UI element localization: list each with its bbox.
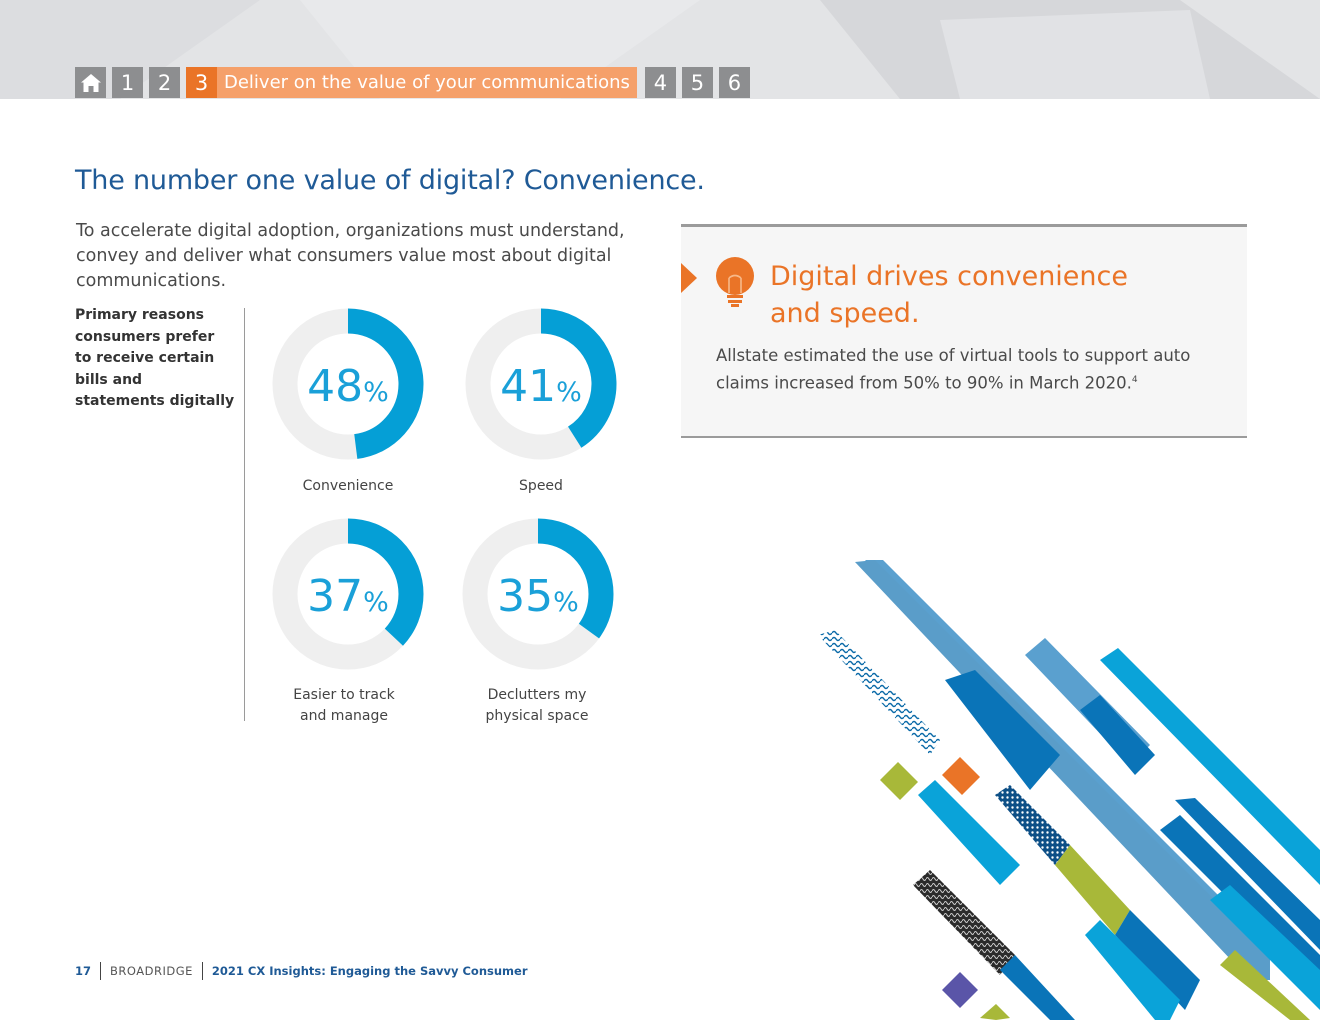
callout-body: Allstate estimated the use of virtual to… (716, 343, 1216, 396)
home-icon (80, 73, 101, 92)
donut-value-easier-to-track-and-manage: 37% (307, 571, 389, 622)
donut-label-declutters-my-physical-space: Declutters my physical space (485, 687, 589, 724)
chart-caption: Primary reasons consumers prefer to rece… (75, 307, 235, 409)
callout-box: Digital drives convenience and speed. Al… (681, 224, 1247, 438)
page-footer: 17 BROADRIDGE 2021 CX Insights: Engaging… (75, 962, 528, 980)
nav-section-2[interactable]: 2 (149, 67, 180, 98)
donut-label-speed: Speed (519, 478, 563, 494)
home-button[interactable] (75, 67, 106, 98)
donut-track-declutters-my-physical-space (462, 518, 614, 670)
callout-title: Digital drives convenience and speed. (770, 258, 1210, 332)
donut-label-convenience: Convenience (302, 478, 394, 494)
nav-section-1[interactable]: 1 (112, 67, 143, 98)
footnote-marker: 4 (1131, 375, 1138, 385)
nav-section-5[interactable]: 5 (681, 67, 713, 98)
callout-title-line-2: and speed. (770, 298, 920, 329)
donut-arc-declutters-my-physical-space (462, 518, 614, 670)
footer-document-title: 2021 CX Insights: Engaging the Savvy Con… (211, 964, 528, 978)
section-nav: 1 2 3 Deliver on the value of your commu… (75, 67, 756, 98)
donut-track-convenience (272, 308, 424, 460)
chart-divider (244, 308, 245, 721)
lightbulb-icon (716, 257, 754, 307)
donut-arc-speed (465, 308, 617, 460)
donut-value-convenience: 48% (307, 361, 389, 412)
donut-arc-convenience (272, 308, 424, 460)
donut-value-declutters-my-physical-space: 35% (497, 571, 579, 622)
nav-section-6[interactable]: 6 (718, 67, 750, 98)
footer-divider (100, 962, 102, 980)
nav-section-3-label[interactable]: Deliver on the value of your communicati… (217, 67, 637, 98)
nav-section-4[interactable]: 4 (644, 67, 676, 98)
page-number: 17 (75, 964, 92, 978)
donut-track-speed (465, 308, 617, 460)
donut-arc-easier-to-track-and-manage (272, 518, 424, 670)
callout-title-line-1: Digital drives convenience (770, 261, 1128, 292)
donut-value-speed: 41% (500, 361, 582, 412)
footer-divider (201, 962, 203, 980)
donut-track-easier-to-track-and-manage (272, 518, 424, 670)
callout-arrow (681, 263, 697, 293)
callout-body-text: Allstate estimated the use of virtual to… (716, 346, 1191, 393)
donut-label-easier-to-track-and-manage: Easier to track and manage (293, 687, 395, 724)
footer-brand: BROADRIDGE (110, 964, 193, 978)
intro-paragraph: To accelerate digital adoption, organiza… (76, 221, 625, 291)
nav-section-3[interactable]: 3 (186, 67, 217, 98)
decorative-stripes-graphic (818, 560, 1320, 1020)
page-title: The number one value of digital? Conveni… (75, 165, 705, 196)
